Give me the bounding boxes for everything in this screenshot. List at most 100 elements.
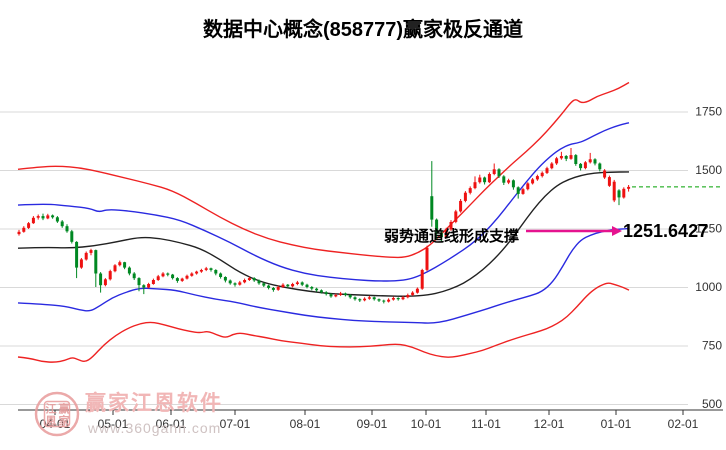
candle-body [247,278,251,280]
candle-body [535,176,539,180]
channel-line-middle-black [17,171,630,297]
candle-body [627,186,631,189]
candle-body [262,283,266,286]
y-axis-label: 750 [702,339,722,353]
candle-body [79,259,83,268]
candle-body [22,227,26,232]
candle-body [319,290,323,293]
candle-body [622,188,626,198]
candle-body [382,300,386,302]
x-axis-label: 05-01 [98,417,129,431]
candle-body [199,270,203,272]
candle-body [607,177,611,186]
candle-body [526,183,530,190]
candle-body [276,287,280,290]
x-axis-label: 04-01 [40,417,71,431]
candle-body [430,196,434,220]
candle-body [108,271,112,280]
candle-body [454,211,458,222]
candle-body [420,270,424,289]
candle-body [521,189,525,194]
candle-body [257,280,261,284]
candle-body [89,250,93,253]
x-axis-label: 06-01 [156,417,187,431]
candle-body [286,284,290,287]
x-axis-label: 07-01 [220,417,251,431]
watermark-seal-icon: 江赢恩家 [34,391,80,437]
candle-body [46,215,50,219]
candle-body [559,156,563,159]
seal-character: 赢 [59,402,70,416]
candle-body [516,187,520,194]
candle-body [387,299,391,302]
channel-line-lower-extreme-red [17,282,630,363]
candle-body [219,273,223,277]
candle-body [147,284,151,288]
candle-body [569,155,573,159]
candle-body [324,292,328,295]
candle-body [339,293,343,295]
chart-title: 数据中心概念(858777)赢家极反通道 [202,19,524,41]
candle-body [329,294,333,297]
x-axis-label: 08-01 [290,417,321,431]
candle-body [291,284,295,287]
candle-body [348,295,352,298]
candle-body [310,287,314,289]
candle-body [142,285,146,288]
candle-body [41,216,45,219]
candle-body [545,168,549,173]
candle-body [161,273,165,277]
seal-circle [34,391,80,437]
y-axis-label: 1750 [695,105,722,119]
channel-line-upper-extreme-red [17,81,630,259]
y-axis-label: 1500 [695,163,722,177]
candle-body [411,292,415,295]
candle-body [511,180,515,188]
candle-body [363,298,367,301]
candle-body [603,170,607,178]
candle-body [353,297,357,300]
channel-lines [17,81,630,363]
candle-body [358,299,362,301]
candle-body [103,279,107,286]
candle-body [531,179,535,184]
channel-line-upper-blue [17,122,630,282]
candle-body [435,219,439,233]
annotation-price-value: 1251.6427 [623,221,709,241]
candle-body [391,298,395,300]
candle-body [415,288,419,293]
candle-body [60,221,64,227]
candle-body [132,273,136,279]
candle-body [449,222,453,230]
candle-body [612,181,616,201]
seal-character: 恩 [46,415,57,428]
candle-body [175,278,179,281]
candle-body [190,273,194,276]
candle-body [127,267,131,274]
candle-body [617,190,621,198]
candle-body [204,268,208,270]
candle-body [372,297,376,300]
candle-body [468,188,472,193]
x-axis: 04-01 05-01 06-01 07-01 08-01 09-01 10-01 11-01… [18,409,723,431]
candle-body [17,231,21,235]
candle-body [223,277,227,281]
candle-body [171,274,175,279]
candle-body [593,159,597,164]
candle-body [166,273,170,275]
annotation-arrow-head [612,226,622,236]
y-axis-label: 1000 [695,280,722,294]
candle-body [295,282,299,284]
candle-body [99,273,103,286]
candle-body [305,284,309,287]
candle-body [51,215,55,218]
candle-body [540,172,544,177]
candle-body [444,229,448,238]
candle-body [483,177,487,183]
candle-body [492,169,496,174]
candle-body [583,162,587,169]
seal-character: 家 [59,414,71,428]
candle-body [367,297,371,299]
